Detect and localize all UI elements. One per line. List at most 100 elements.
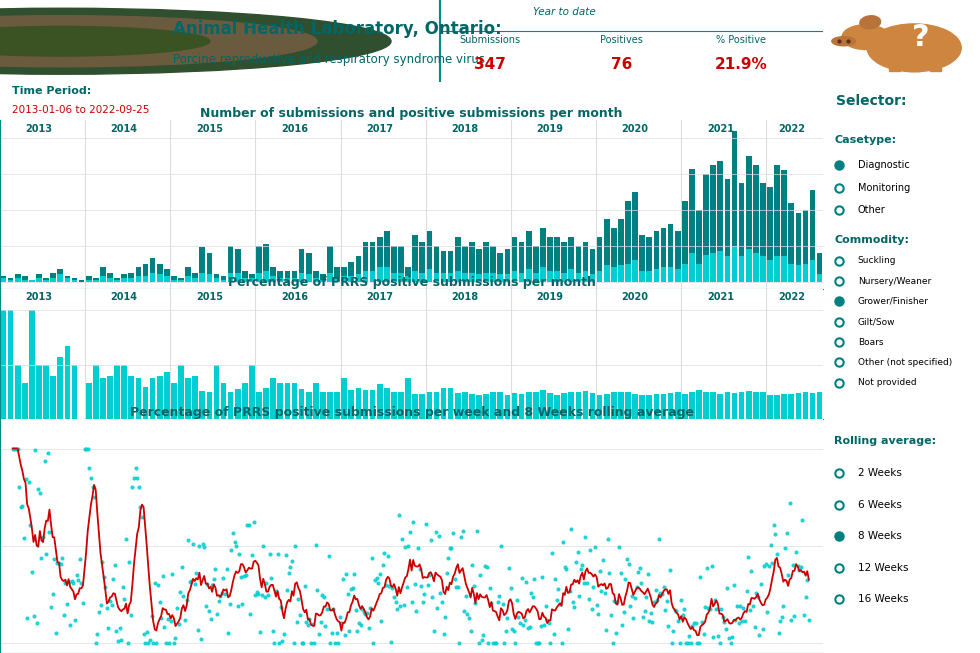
Bar [661,394,666,419]
Point [648,585,663,596]
Bar [235,272,240,281]
Point [218,588,233,599]
Point [126,473,142,483]
Bar [405,267,411,281]
Point [485,638,501,648]
Point [620,559,636,569]
Point [83,473,99,483]
Bar [15,365,21,419]
Point [13,502,28,512]
Bar [157,274,163,281]
Point [462,613,477,624]
Point [407,579,422,590]
Bar [505,249,511,281]
Point [81,463,97,473]
Bar [29,310,34,419]
Text: Animal Health Laboratory, Ontario:: Animal Health Laboratory, Ontario: [172,20,502,38]
Bar [65,346,71,419]
Point [281,568,297,579]
Point [800,575,815,586]
Text: Boars: Boars [858,338,883,347]
Text: Gilt/Sow: Gilt/Sow [858,317,895,326]
Bar [292,278,297,281]
Bar [555,237,560,281]
Bar [930,56,941,71]
Bar [696,210,702,281]
Point [340,589,356,599]
Point [683,638,699,648]
Text: 2013: 2013 [25,292,53,302]
Bar [682,201,688,281]
Bar [675,392,680,419]
Bar [299,389,305,419]
Point [698,602,713,613]
Point [444,543,460,554]
Point [315,590,330,600]
Bar [518,242,524,281]
Point [260,589,275,599]
Bar [555,395,560,419]
Text: Positives: Positives [600,35,643,44]
Point [423,535,439,546]
Point [801,614,816,625]
Point [406,517,421,527]
Point [517,614,533,625]
Point [106,573,122,584]
Point [276,629,292,639]
Point [551,584,566,594]
Point [469,526,485,537]
Point [412,564,427,575]
Point [608,628,623,638]
Point [99,603,115,613]
Point [740,551,756,562]
Point [89,628,105,639]
Point [129,473,145,483]
Bar [270,276,276,281]
Point [158,638,173,648]
Point [59,599,74,610]
Bar [809,260,815,281]
Bar [43,278,49,281]
Point [289,616,305,627]
Point [168,633,183,643]
Point [93,600,109,611]
Bar [682,394,688,419]
Point [689,638,705,648]
Point [216,573,231,583]
Point [353,620,368,630]
Bar [185,276,191,281]
Point [78,443,94,454]
Point [226,537,242,547]
Bar [65,278,71,281]
Bar [349,276,354,281]
Bar [455,237,461,281]
Point [479,562,495,573]
Point [511,612,526,622]
Point [796,610,811,620]
Bar [710,392,716,419]
Point [72,554,87,564]
Point [37,456,53,466]
Point [401,541,416,552]
Point [286,638,302,648]
Bar [540,267,546,281]
Point [745,601,760,612]
Bar [753,392,759,419]
Point [214,588,229,599]
Point [335,574,351,584]
Point [453,532,468,542]
Text: 2018: 2018 [451,292,478,302]
Point [574,560,590,570]
Bar [356,257,362,281]
Point [457,605,472,616]
Point [498,626,514,637]
Bar [661,267,666,281]
Bar [341,267,347,281]
Point [627,593,643,603]
Point [171,619,186,629]
Point [656,582,671,592]
Point [322,638,338,648]
Bar [93,278,99,281]
Bar [803,264,808,281]
Point [136,629,152,639]
